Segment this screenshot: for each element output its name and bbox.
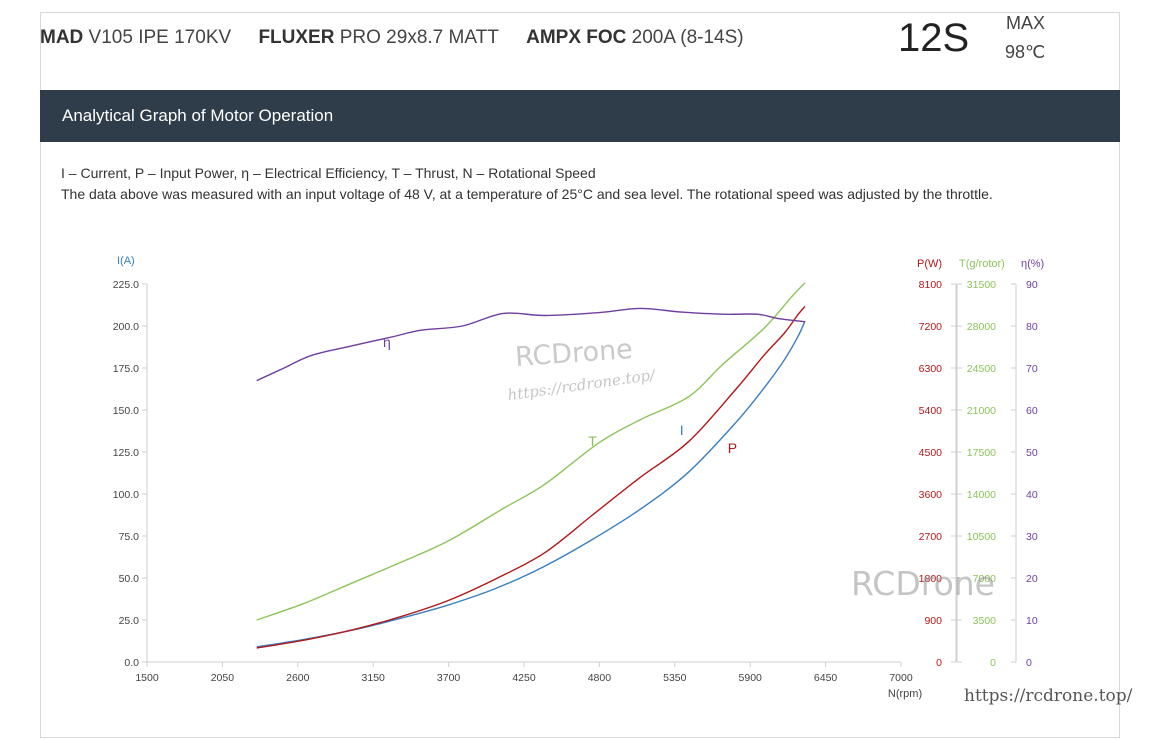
e-tick-label: 0 bbox=[1026, 657, 1032, 669]
max-temperature: 98℃ bbox=[1005, 42, 1046, 62]
x-tick-label: 2050 bbox=[211, 672, 235, 684]
y-tick-label-i: 225.0 bbox=[113, 279, 139, 291]
t-tick-label: 3500 bbox=[973, 615, 997, 627]
x-tick-label: 5350 bbox=[663, 672, 687, 684]
e-tick-label: 50 bbox=[1026, 447, 1038, 459]
prop-brand: FLUXER bbox=[258, 27, 335, 48]
t-tick-label: 0 bbox=[990, 657, 996, 669]
y-tick-label-i: 50.0 bbox=[119, 573, 140, 585]
x-tick-label: 6450 bbox=[814, 672, 838, 684]
measurement-note: The data above was measured with an inpu… bbox=[61, 186, 993, 202]
e-tick-label: 20 bbox=[1026, 573, 1038, 585]
x-axis-label: N(rpm) bbox=[888, 688, 922, 700]
p-tick-label: 0 bbox=[936, 657, 942, 669]
e-tick-label: 40 bbox=[1026, 489, 1038, 501]
p-tick-label: 8100 bbox=[919, 279, 943, 291]
t-tick-label: 14000 bbox=[967, 489, 996, 501]
motor-model: V105 IPE 170KV bbox=[83, 27, 232, 48]
prop-spec: FLUXER PRO 29x8.7 MATT bbox=[258, 27, 498, 48]
p-tick-label: 1800 bbox=[919, 573, 943, 585]
e-tick-label: 10 bbox=[1026, 615, 1038, 627]
series-line-t bbox=[256, 282, 806, 621]
t-tick-label: 31500 bbox=[967, 279, 996, 291]
motor-spec: MAD V105 IPE 170KV bbox=[40, 27, 231, 48]
p-axis-label: P(W) bbox=[917, 258, 942, 270]
p-tick-label: 3600 bbox=[919, 489, 943, 501]
esc-brand: AMPX FOC bbox=[526, 27, 627, 48]
t-tick-label: 7000 bbox=[973, 573, 997, 585]
series-line-e bbox=[256, 307, 806, 382]
p-tick-label: 2700 bbox=[919, 531, 943, 543]
series-label-t: T bbox=[588, 433, 597, 449]
p-tick-label: 900 bbox=[924, 615, 942, 627]
y-tick-label-i: 175.0 bbox=[113, 363, 139, 375]
t-axis-label: T(g/rotor) bbox=[959, 258, 1005, 270]
footer-url: https://rcdrone.top/ bbox=[964, 686, 1133, 706]
e-tick-label: 80 bbox=[1026, 321, 1038, 333]
p-tick-label: 7200 bbox=[919, 321, 943, 333]
x-tick-label: 5900 bbox=[739, 672, 763, 684]
prop-model: PRO 29x8.7 MATT bbox=[334, 27, 499, 48]
y-tick-label-i: 0.0 bbox=[124, 657, 139, 669]
e-tick-label: 60 bbox=[1026, 405, 1038, 417]
spec-line: MAD V105 IPE 170KV FLUXER PRO 29x8.7 MAT… bbox=[40, 27, 766, 49]
x-tick-label: 4800 bbox=[588, 672, 612, 684]
x-tick-label: 1500 bbox=[135, 672, 159, 684]
t-tick-label: 21000 bbox=[967, 405, 996, 417]
p-tick-label: 4500 bbox=[919, 447, 943, 459]
variable-legend: I – Current, P – Input Power, η – Electr… bbox=[61, 165, 596, 181]
x-tick-label: 7000 bbox=[889, 672, 913, 684]
motor-brand: MAD bbox=[40, 27, 84, 48]
x-tick-label: 4250 bbox=[512, 672, 536, 684]
series-label-e: η bbox=[383, 334, 391, 350]
e-axis-label: η(%) bbox=[1021, 258, 1044, 270]
series-label-p: P bbox=[728, 440, 737, 456]
series-line-p bbox=[256, 305, 806, 649]
max-label: MAX bbox=[1006, 13, 1046, 33]
y-tick-label-i: 75.0 bbox=[119, 531, 140, 543]
y-tick-label-i: 150.0 bbox=[113, 405, 139, 417]
e-tick-label: 30 bbox=[1026, 531, 1038, 543]
p-tick-label: 5400 bbox=[919, 405, 943, 417]
x-tick-label: 3700 bbox=[437, 672, 461, 684]
section-title: Analytical Graph of Motor Operation bbox=[62, 106, 334, 125]
t-tick-label: 17500 bbox=[967, 447, 996, 459]
x-tick-label: 2600 bbox=[286, 672, 310, 684]
y-tick-label-i: 25.0 bbox=[119, 615, 140, 627]
y-tick-label-i: 125.0 bbox=[113, 447, 139, 459]
t-tick-label: 28000 bbox=[967, 321, 996, 333]
esc-spec: AMPX FOC 200A (8-14S) bbox=[526, 27, 744, 48]
y-tick-label-i: 200.0 bbox=[113, 321, 139, 333]
x-tick-label: 3150 bbox=[362, 672, 386, 684]
cell-count: 12S bbox=[898, 16, 970, 60]
esc-model: 200A (8-14S) bbox=[626, 27, 744, 48]
t-tick-label: 10500 bbox=[967, 531, 996, 543]
y-axis-label-i: I(A) bbox=[117, 255, 135, 267]
watermark-brand-2: RCDrone bbox=[851, 564, 995, 603]
series-label-i: I bbox=[680, 422, 684, 438]
y-tick-label-i: 100.0 bbox=[113, 489, 139, 501]
e-tick-label: 70 bbox=[1026, 363, 1038, 375]
e-tick-label: 90 bbox=[1026, 279, 1038, 291]
p-tick-label: 6300 bbox=[919, 363, 943, 375]
t-tick-label: 24500 bbox=[967, 363, 996, 375]
section-band: Analytical Graph of Motor Operation bbox=[40, 90, 1120, 142]
